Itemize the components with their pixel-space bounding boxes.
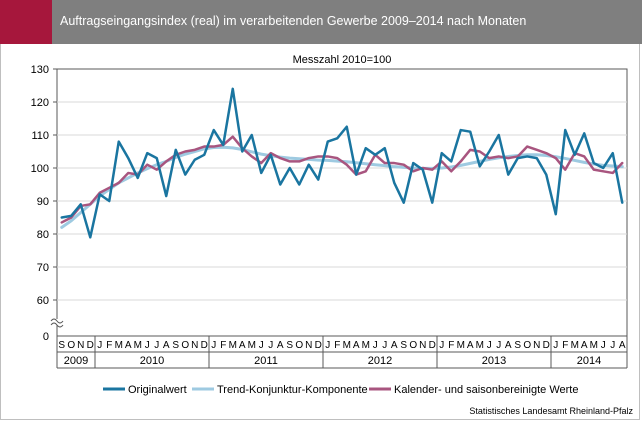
x-month-label: J — [325, 340, 330, 351]
x-month-label: M — [457, 340, 465, 351]
x-month-label: S — [286, 340, 293, 351]
x-month-label: O — [181, 340, 189, 351]
x-month-label: F — [448, 340, 454, 351]
x-month-label: A — [125, 340, 132, 351]
x-month-label: A — [391, 340, 398, 351]
x-month-label: M — [343, 340, 351, 351]
y-tick-label: 90 — [37, 196, 49, 208]
chart-frame — [0, 44, 640, 420]
x-month-label: F — [562, 340, 568, 351]
x-month-label: A — [505, 340, 512, 351]
series-line — [60, 87, 624, 239]
x-month-label: M — [362, 340, 370, 351]
plot-area — [56, 68, 628, 337]
x-month-label: S — [172, 340, 179, 351]
x-month-label: N — [305, 340, 312, 351]
x-year-label: 2012 — [368, 355, 392, 367]
x-month-label: O — [295, 340, 303, 351]
legend-label: Trend-Konjunktur-Komponente — [217, 384, 368, 396]
source-note: Statistisches Landesamt Rheinland-Pfalz — [469, 406, 633, 416]
x-month-label: S — [58, 340, 65, 351]
x-month-label: J — [553, 340, 558, 351]
x-month-label: A — [163, 340, 170, 351]
x-month-label: F — [220, 340, 226, 351]
x-month-label: S — [514, 340, 521, 351]
x-month-label: J — [601, 340, 606, 351]
x-month-label: N — [419, 340, 426, 351]
x-month-label: A — [353, 340, 360, 351]
x-month-label: J — [382, 340, 387, 351]
y-tick-label: 100 — [31, 163, 49, 175]
y-tick-label: 70 — [37, 262, 49, 274]
x-month-label: J — [373, 340, 378, 351]
x-month-label: O — [67, 340, 75, 351]
x-month-label: S — [400, 340, 407, 351]
x-month-label: J — [154, 340, 159, 351]
x-month-label: D — [201, 340, 208, 351]
legend-label: Kalender- und saisonbereinigte Werte — [394, 384, 578, 396]
x-month-label: J — [211, 340, 216, 351]
x-year-label: 2009 — [64, 355, 88, 367]
x-year-label: 2010 — [140, 355, 164, 367]
x-month-label: M — [229, 340, 237, 351]
series-line — [60, 135, 624, 224]
x-month-label: J — [97, 340, 102, 351]
x-month-label: F — [334, 340, 340, 351]
x-month-label: A — [619, 340, 626, 351]
chart-title: Auftragseingangsindex (real) im verarbei… — [60, 14, 527, 28]
x-month-label: J — [268, 340, 273, 351]
x-month-label: J — [145, 340, 150, 351]
y-tick-label: 120 — [31, 97, 49, 109]
y-tick-label: 60 — [37, 295, 49, 307]
x-month-label: A — [467, 340, 474, 351]
x-month-label: J — [259, 340, 264, 351]
axis-break-mark — [50, 318, 64, 324]
x-month-label: D — [543, 340, 550, 351]
x-year-label: 2014 — [577, 355, 601, 367]
x-month-label: F — [106, 340, 112, 351]
title-bar — [0, 0, 642, 44]
y-tick-label: 110 — [31, 130, 49, 142]
chart-subtitle: Messzahl 2010=100 — [293, 54, 392, 66]
x-month-label: N — [191, 340, 198, 351]
x-month-label: A — [277, 340, 284, 351]
x-month-label: N — [77, 340, 84, 351]
x-month-label: M — [571, 340, 579, 351]
x-month-label: A — [581, 340, 588, 351]
x-month-label: M — [134, 340, 142, 351]
x-month-label: J — [496, 340, 501, 351]
y-tick-label: 0 — [43, 331, 49, 343]
x-month-label: A — [239, 340, 246, 351]
x-month-label: D — [315, 340, 322, 351]
legend-label: Originalwert — [128, 384, 187, 396]
x-month-label: M — [590, 340, 598, 351]
x-month-label: M — [476, 340, 484, 351]
x-month-label: J — [487, 340, 492, 351]
x-month-label: M — [115, 340, 123, 351]
title-accent-block — [0, 0, 52, 44]
y-tick-label: 130 — [31, 64, 49, 76]
x-month-label: M — [248, 340, 256, 351]
y-tick-label: 80 — [37, 229, 49, 241]
x-year-label: 2013 — [482, 355, 506, 367]
x-month-label: O — [409, 340, 417, 351]
axis-break-gap — [53, 319, 61, 325]
x-year-label: 2011 — [254, 355, 278, 367]
x-month-label: J — [610, 340, 615, 351]
x-month-label: J — [439, 340, 444, 351]
x-month-label: N — [533, 340, 540, 351]
axis-break-mark — [50, 322, 64, 328]
x-month-label: D — [87, 340, 94, 351]
x-month-label: O — [523, 340, 531, 351]
x-month-label: D — [429, 340, 436, 351]
